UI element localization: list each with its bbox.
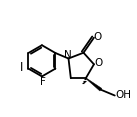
Text: O: O [94,32,102,42]
Text: N: N [64,50,72,60]
Polygon shape [86,78,102,91]
Text: I: I [20,61,24,74]
Text: F: F [40,77,45,87]
Text: O: O [94,58,103,68]
Text: OH: OH [115,90,131,100]
